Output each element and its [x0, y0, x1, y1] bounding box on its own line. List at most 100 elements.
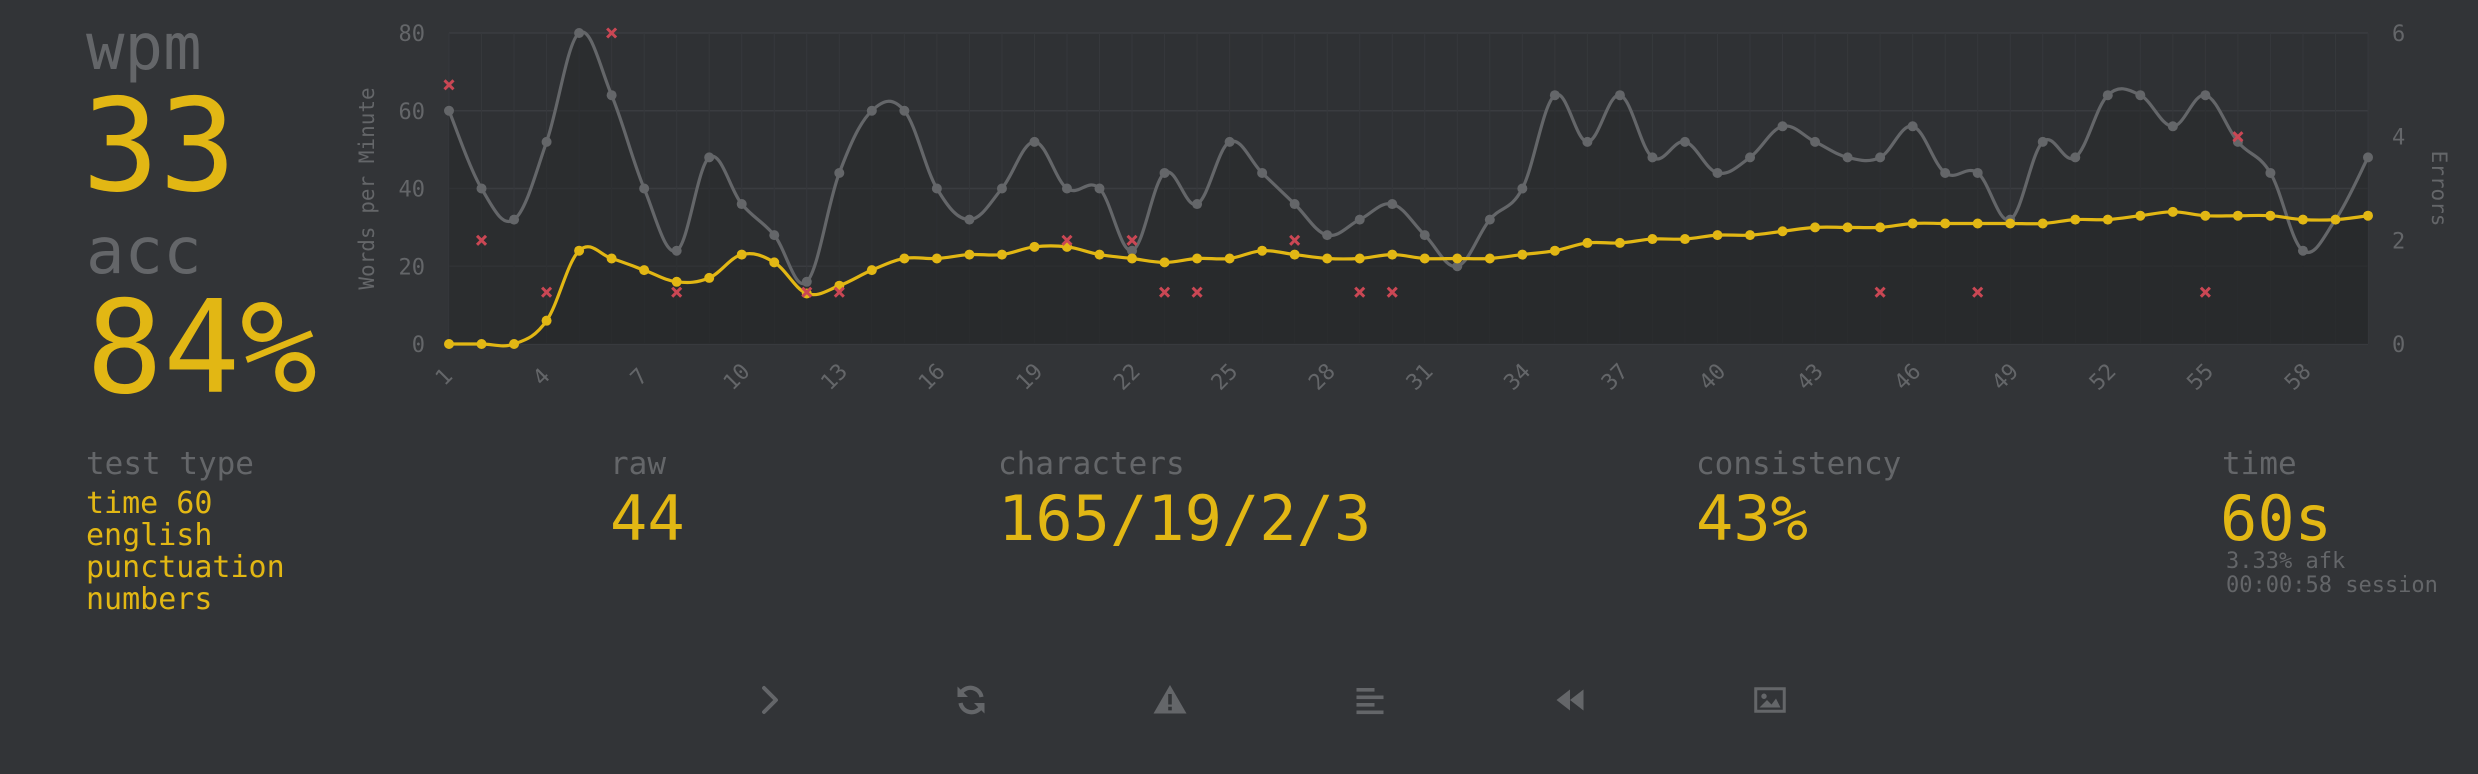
x-tick-label: 55 [2183, 359, 2219, 395]
y-tick-label: 0 [412, 333, 425, 358]
wpm-point [1322, 253, 1333, 264]
error-marker [1061, 234, 1073, 246]
wpm-value: 33 [82, 72, 237, 221]
characters-value: 165/19/2/3 [998, 482, 1372, 555]
session-time: 00:00:58 session [2226, 573, 2438, 598]
test-type-label: test type [86, 446, 254, 482]
wpm-point [1810, 222, 1821, 233]
x-tick-label: 40 [1695, 359, 1731, 395]
y2-tick-label: 0 [2392, 333, 2405, 358]
wpm-point [1419, 253, 1430, 264]
wpm-point [1972, 218, 1983, 229]
raw-point [1257, 167, 1268, 178]
wpm-point [1517, 249, 1528, 260]
raw-point [1484, 214, 1495, 225]
words-history-button[interactable] [1342, 672, 1398, 728]
next-test-button[interactable] [742, 672, 798, 728]
y-axis-label: Words per Minute [355, 87, 379, 289]
wpm-point [2135, 210, 2146, 221]
x-tick-label: 49 [1987, 359, 2023, 395]
wpm-point [2363, 210, 2373, 221]
error-marker-stroke [2199, 286, 2211, 298]
wpm-point [671, 276, 682, 287]
raw-point [2200, 90, 2211, 101]
raw-point [1810, 136, 1821, 147]
error-marker [443, 79, 455, 91]
raw-point [1159, 167, 1170, 178]
raw-point [2070, 152, 2081, 163]
wpm-point [574, 245, 585, 256]
raw-point [1029, 136, 1040, 147]
y-tick-label: 20 [399, 255, 426, 280]
error-marker-stroke [475, 234, 488, 246]
wpm-point [541, 315, 552, 326]
raw-point [1777, 121, 1788, 132]
raw-point [606, 90, 617, 101]
wpm-point [2070, 214, 2081, 225]
raw-value: 44 [610, 482, 685, 555]
replay-button[interactable] [1542, 672, 1598, 728]
x-tick-label: 4 [528, 364, 555, 391]
raw-point [1842, 152, 1853, 163]
wpm-label: wpm [86, 11, 202, 85]
raw-point [444, 105, 454, 116]
error-marker [541, 286, 553, 298]
consistency-label: consistency [1696, 446, 1902, 482]
raw-point [1192, 199, 1203, 210]
wpm-point [476, 339, 487, 349]
wpm-point [1257, 245, 1268, 256]
screenshot-button[interactable] [1742, 672, 1798, 728]
test-type-list: time 60 english punctuation numbers [86, 488, 285, 616]
wpm-point [1484, 253, 1495, 264]
wpm-point [2330, 214, 2341, 225]
x-tick-label: 34 [1500, 359, 1536, 395]
raw-point [541, 136, 552, 147]
error-marker [1126, 234, 1138, 246]
x-tick-label: 25 [1207, 359, 1243, 395]
error-marker-stroke [1289, 234, 1301, 246]
wpm-point [1582, 237, 1593, 248]
wpm-point [1842, 222, 1853, 233]
test-type-item: numbers [86, 582, 213, 617]
error-marker-stroke [1972, 286, 1984, 298]
raw-point [2102, 90, 2113, 101]
wpm-point [996, 249, 1007, 260]
wpm-point [606, 253, 617, 264]
wpm-point [736, 249, 747, 260]
accuracy-label: acc [86, 215, 202, 289]
wpm-point [964, 249, 975, 260]
x-tick-label: 31 [1402, 359, 1438, 395]
raw-point [1679, 136, 1690, 147]
raw-point [1517, 183, 1528, 194]
wpm-point [1647, 234, 1658, 245]
x-tick-label: 58 [2280, 359, 2316, 395]
error-marker-stroke [671, 286, 683, 298]
raw-point [964, 214, 975, 225]
restart-button[interactable] [943, 672, 999, 728]
wpm-point [704, 272, 715, 283]
error-marker-stroke [833, 286, 845, 298]
y2-tick-label: 6 [2392, 22, 2405, 47]
raw-point [1745, 152, 1756, 163]
wpm-point [2200, 210, 2211, 221]
wpm-point [444, 339, 454, 349]
wpm-point [1387, 249, 1398, 260]
raw-point [704, 152, 715, 163]
raw-point [2135, 90, 2146, 101]
error-marker [2232, 131, 2244, 143]
report-button[interactable] [1142, 672, 1198, 728]
chart-errors [443, 27, 2244, 298]
wpm-point [2102, 214, 2113, 225]
error-marker [671, 286, 683, 298]
x-tick-label: 7 [626, 364, 653, 391]
raw-label: raw [610, 446, 666, 482]
wpm-point [1712, 230, 1723, 241]
raw-point [1972, 167, 1983, 178]
time-value: 60s [2220, 482, 2332, 555]
wpm-point [1289, 249, 1300, 260]
wpm-point [2167, 206, 2178, 217]
x-tick-label: 37 [1597, 359, 1633, 395]
refresh-icon [957, 685, 985, 715]
raw-point [574, 28, 585, 38]
